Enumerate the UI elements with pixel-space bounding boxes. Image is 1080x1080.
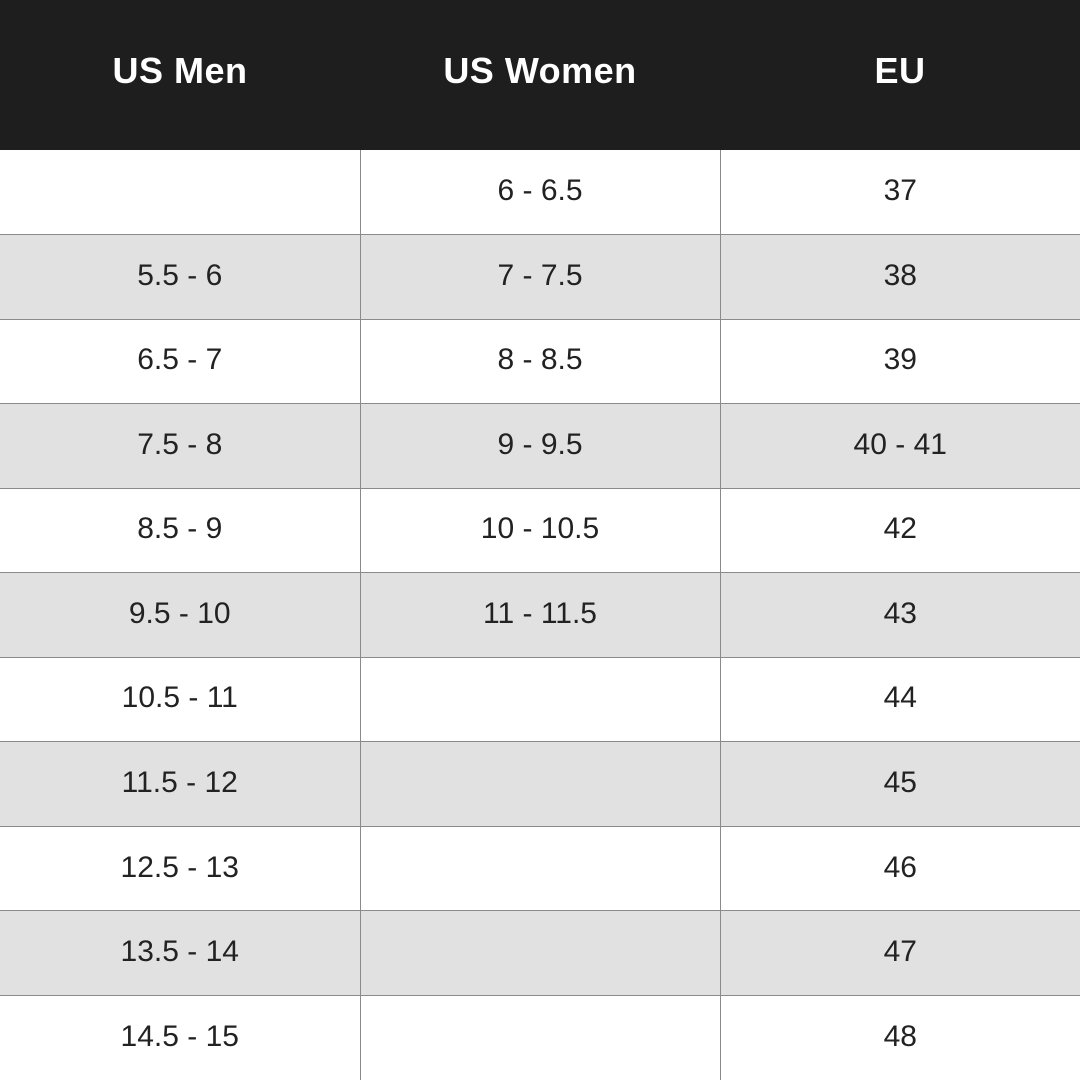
cell-eu-value: 44: [883, 681, 917, 715]
cell-eu-value: 39: [883, 343, 917, 377]
cell-eu-value: 48: [883, 1019, 917, 1053]
cell-us-men: 14.5 - 15: [0, 994, 361, 1080]
cell-eu: 46: [719, 825, 1080, 912]
cell-eu: 39: [719, 318, 1080, 405]
cell-us-women: [359, 994, 721, 1080]
cell-eu-value: 40 - 41: [853, 427, 947, 461]
cell-us-women-value: 7 - 7.5: [497, 258, 583, 292]
cell-us-women: 11 - 11.5: [359, 572, 721, 658]
table-row: 5.5 - 6 7 - 7.5 38: [0, 234, 1080, 320]
cell-us-men-value: 12.5 - 13: [120, 850, 239, 884]
cell-us-men: 13.5 - 14: [0, 910, 361, 996]
cell-us-men-value: 9.5 - 10: [128, 596, 231, 630]
cell-us-men: 6.5 - 7: [0, 318, 361, 405]
table-row: 6.5 - 7 8 - 8.5 39: [0, 318, 1080, 405]
cell-us-men: 12.5 - 13: [0, 825, 361, 912]
cell-us-women: 8 - 8.5: [359, 318, 721, 405]
cell-eu-value: 38: [883, 258, 917, 292]
cell-us-men: 5.5 - 6: [0, 234, 361, 320]
cell-us-women: [359, 656, 721, 743]
cell-us-men-value: 10.5 - 11: [121, 681, 238, 715]
cell-us-men-value: 14.5 - 15: [120, 1019, 239, 1053]
cell-us-men-value: 7.5 - 8: [137, 427, 223, 461]
cell-us-women: 7 - 7.5: [359, 234, 721, 320]
cell-us-men: [0, 150, 361, 236]
table-row: 12.5 - 13 46: [0, 825, 1080, 912]
table-row: 8.5 - 9 10 - 10.5 42: [0, 487, 1080, 574]
header-us-men-label: US Men: [112, 50, 248, 91]
table-row: 11.5 - 12 45: [0, 741, 1080, 827]
table-row: 14.5 - 15 48: [0, 994, 1080, 1080]
cell-us-men: 10.5 - 11: [0, 656, 361, 743]
cell-eu: 40 - 41: [719, 403, 1080, 489]
header-us-women: US Women: [360, 0, 720, 150]
cell-eu: 45: [719, 741, 1080, 827]
cell-us-men: 7.5 - 8: [0, 403, 361, 489]
cell-eu-value: 46: [883, 850, 917, 884]
cell-eu: 48: [719, 994, 1080, 1080]
cell-us-men-value: 6.5 - 7: [137, 343, 223, 377]
cell-us-women: [359, 825, 721, 912]
cell-us-women-value: 11 - 11.5: [483, 596, 597, 630]
cell-us-women-value: 10 - 10.5: [480, 512, 600, 546]
cell-eu: 42: [719, 487, 1080, 574]
header-us-women-label: US Women: [443, 50, 637, 91]
cell-us-men-value: 11.5 - 12: [121, 765, 238, 799]
cell-us-men: 9.5 - 10: [0, 572, 361, 658]
cell-us-men-value: 8.5 - 9: [137, 512, 223, 546]
cell-eu-value: 42: [883, 512, 917, 546]
table-row: 9.5 - 10 11 - 11.5 43: [0, 572, 1080, 658]
cell-us-women: 9 - 9.5: [359, 403, 721, 489]
cell-us-men: 8.5 - 9: [0, 487, 361, 574]
cell-eu: 38: [719, 234, 1080, 320]
cell-us-women: [359, 910, 721, 996]
cell-us-women-value: 6 - 6.5: [497, 174, 583, 208]
cell-us-women-value: 9 - 9.5: [497, 427, 583, 461]
cell-eu-value: 47: [883, 935, 917, 969]
cell-us-men-value: 13.5 - 14: [120, 935, 239, 969]
cell-eu: 37: [719, 150, 1080, 236]
header-eu: EU: [720, 0, 1080, 150]
cell-eu-value: 37: [883, 174, 917, 208]
cell-us-women: [359, 741, 721, 827]
cell-eu: 43: [719, 572, 1080, 658]
table-row: 6 - 6.5 37: [0, 150, 1080, 236]
cell-eu: 47: [719, 910, 1080, 996]
cell-us-women-value: 8 - 8.5: [497, 343, 583, 377]
cell-us-women: 10 - 10.5: [359, 487, 721, 574]
header-us-men: US Men: [0, 0, 360, 150]
cell-eu-value: 45: [883, 765, 917, 799]
cell-us-men-value: 5.5 - 6: [137, 258, 223, 292]
cell-us-women: 6 - 6.5: [359, 150, 721, 236]
cell-eu-value: 43: [883, 596, 917, 630]
table-row: 13.5 - 14 47: [0, 910, 1080, 996]
header-eu-label: EU: [874, 50, 926, 91]
header-row: US Men US Women EU: [0, 0, 1080, 150]
table-row: 10.5 - 11 44: [0, 656, 1080, 743]
cell-eu: 44: [719, 656, 1080, 743]
cell-us-men: 11.5 - 12: [0, 741, 361, 827]
table-row: 7.5 - 8 9 - 9.5 40 - 41: [0, 403, 1080, 489]
